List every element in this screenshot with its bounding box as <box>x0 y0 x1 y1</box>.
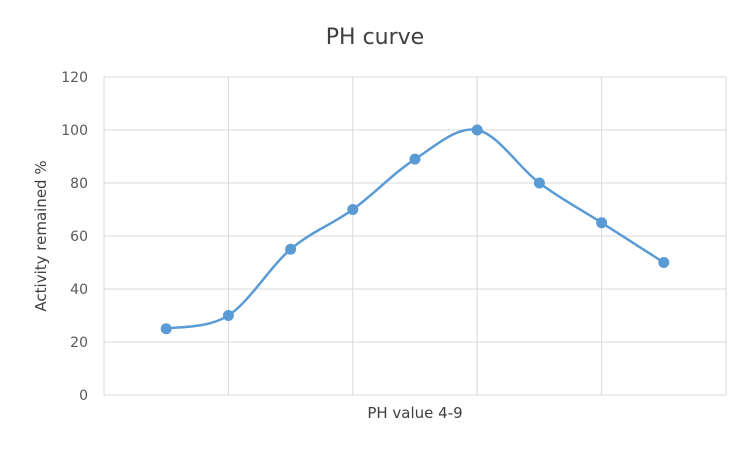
gridlines <box>103 76 727 396</box>
y-tick-labels: 0 20 40 60 80 100 120 <box>61 70 88 404</box>
chart-title: PH curve <box>326 25 424 50</box>
data-point <box>285 243 297 255</box>
x-axis-label: PH value 4-9 <box>367 404 462 422</box>
y-tick-label: 20 <box>70 335 88 351</box>
y-tick-label: 100 <box>61 123 88 139</box>
data-point <box>222 310 234 321</box>
y-tick-label: 40 <box>70 282 88 298</box>
data-point <box>471 124 483 136</box>
data-point <box>160 323 172 335</box>
series-layer <box>160 124 670 335</box>
data-point <box>347 204 359 215</box>
data-point <box>409 153 421 165</box>
y-tick-label: 120 <box>61 70 88 86</box>
data-point <box>596 217 608 229</box>
y-tick-label: 80 <box>70 176 88 192</box>
y-tick-label: 0 <box>79 388 88 404</box>
data-point <box>533 177 545 189</box>
y-tick-label: 60 <box>70 229 88 245</box>
y-axis-label: Activity remained % <box>32 160 50 311</box>
data-point <box>658 257 670 268</box>
